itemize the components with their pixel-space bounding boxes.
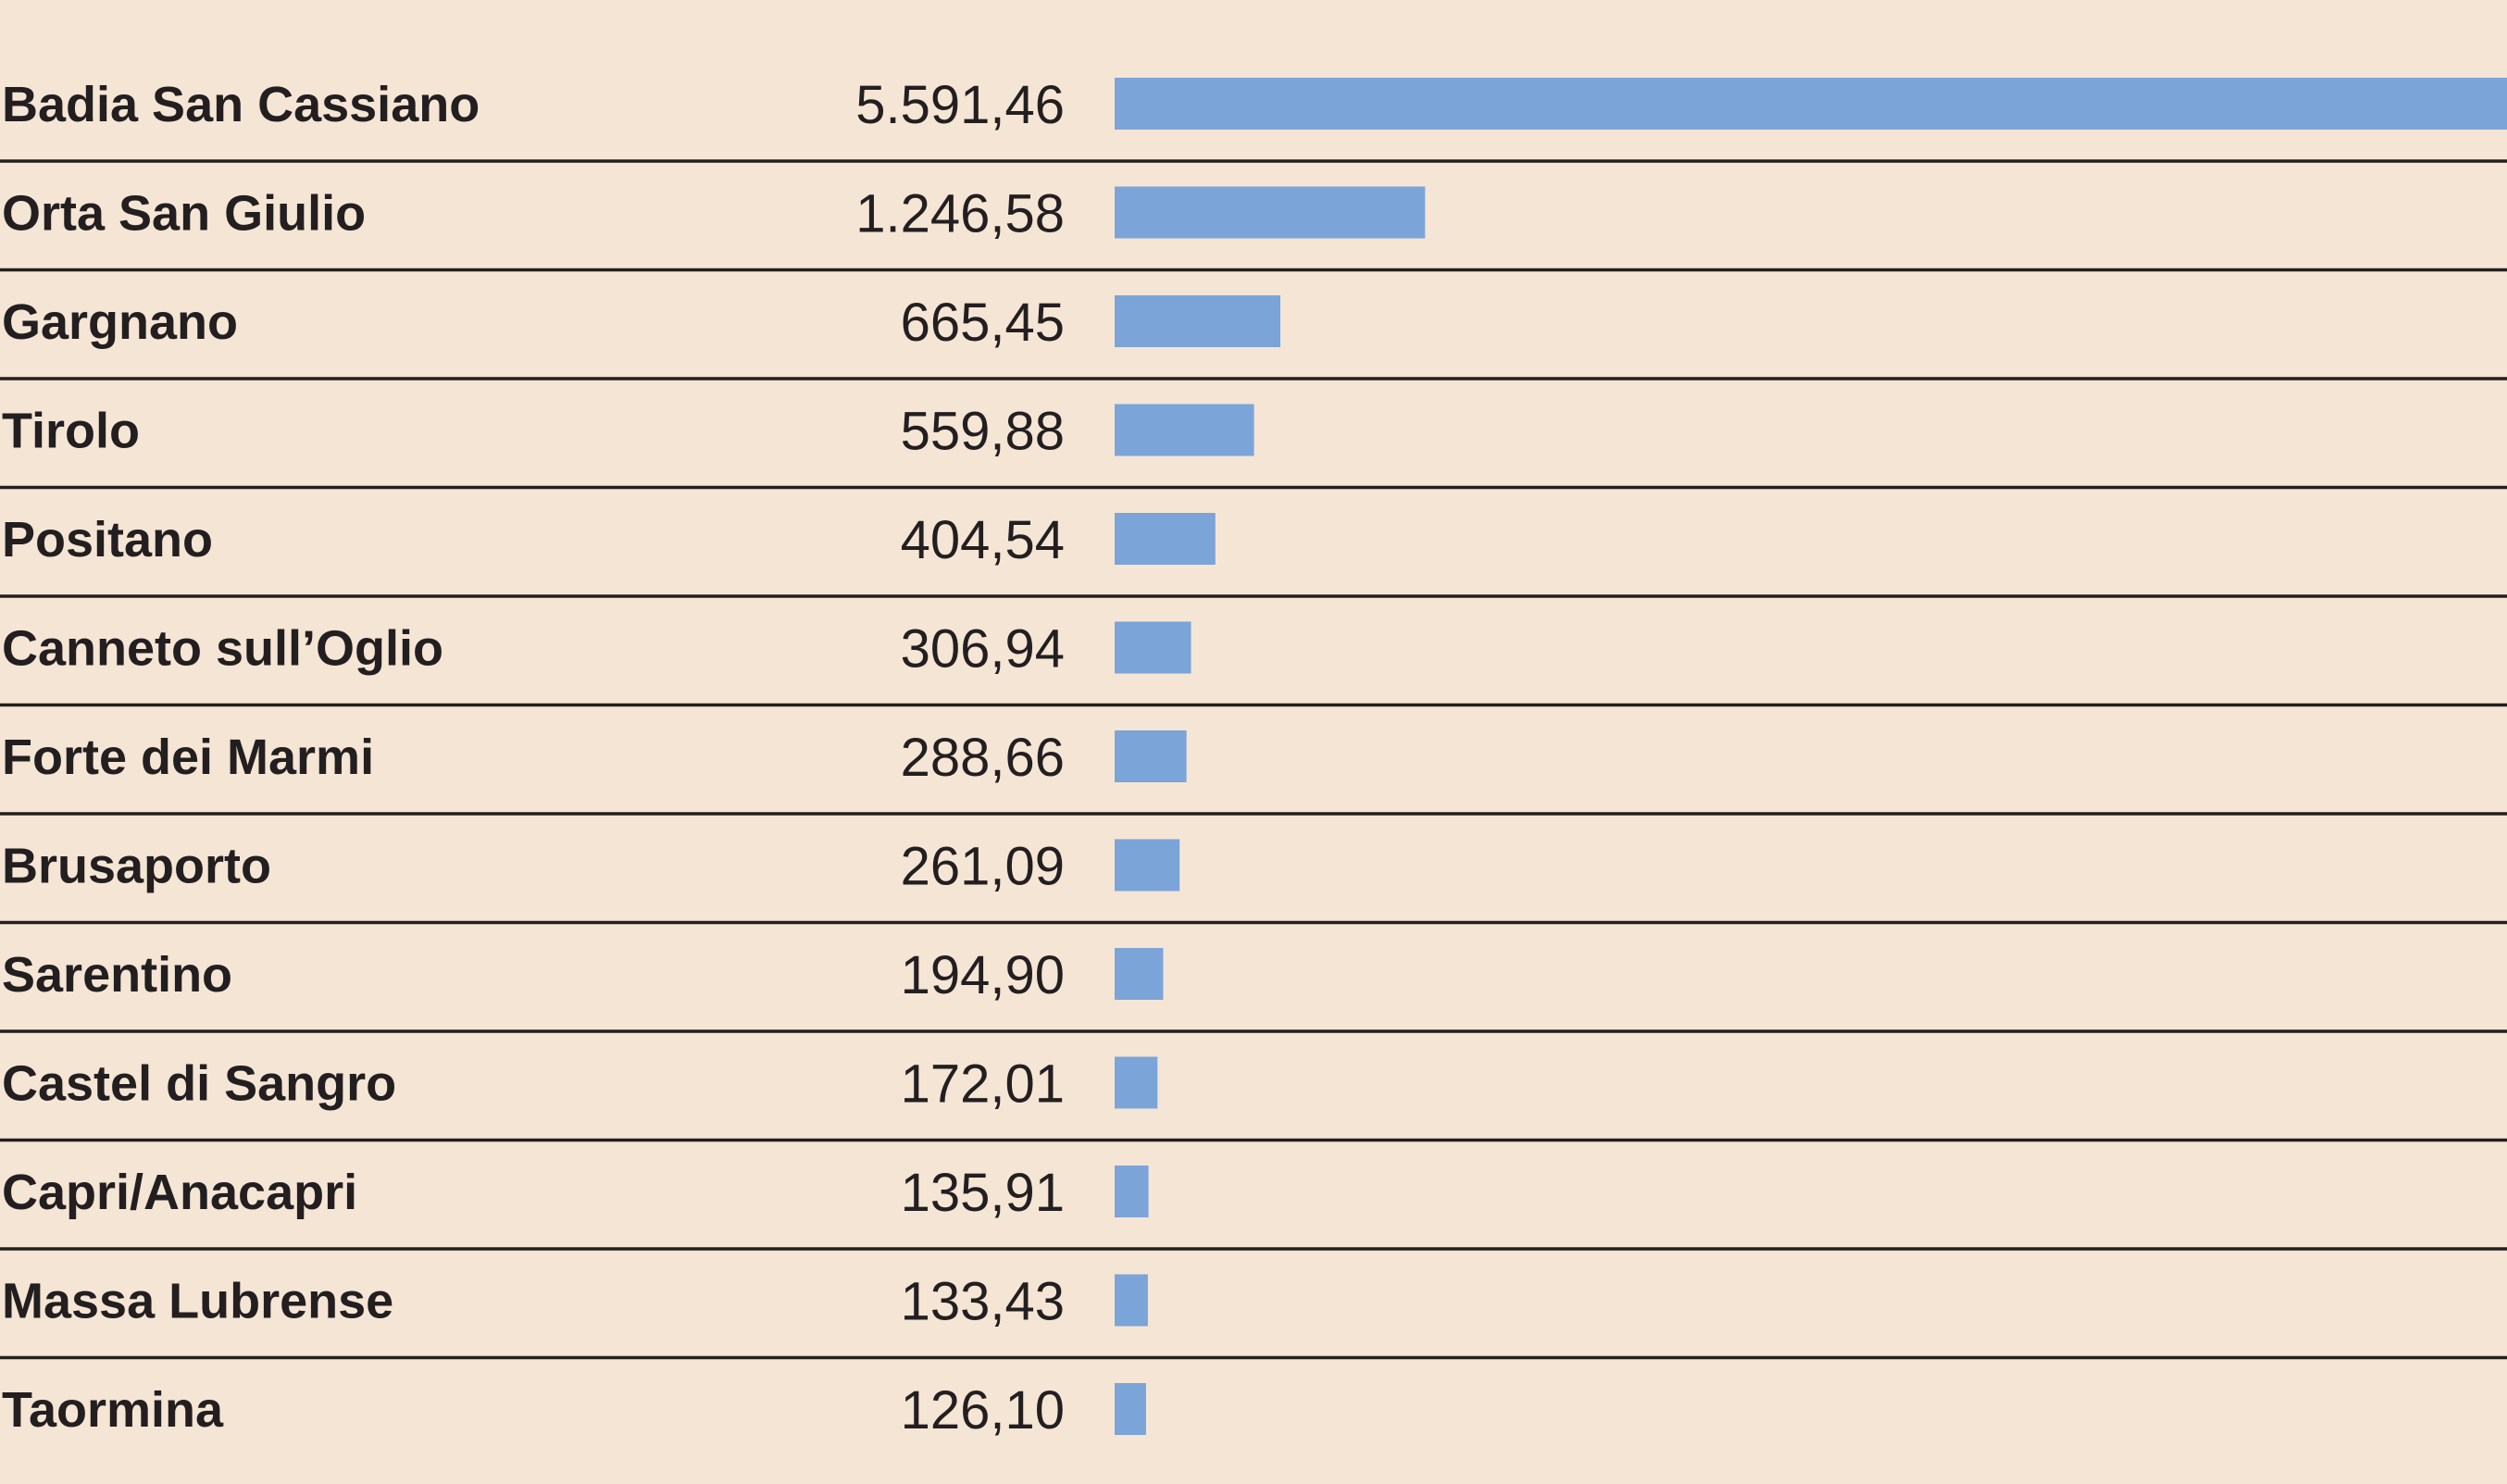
chart-row: Capri/Anacapri 135,91 bbox=[0, 1163, 2507, 1251]
bar bbox=[1115, 1274, 1148, 1327]
bar bbox=[1115, 948, 1164, 1000]
value-label: 306,94 bbox=[901, 619, 1065, 680]
bar bbox=[1115, 78, 2507, 130]
category-label: Canneto sull’Oglio bbox=[2, 621, 443, 677]
value-label: 288,66 bbox=[901, 728, 1065, 788]
value-label: 665,45 bbox=[901, 293, 1065, 353]
value-label: 1.246,58 bbox=[855, 184, 1065, 244]
chart-row: Gargnano 665,45 bbox=[0, 293, 2507, 380]
chart-row: Badia San Cassiano 5.591,46 bbox=[0, 75, 2507, 163]
chart-row: Positano 404,54 bbox=[0, 510, 2507, 598]
value-label: 5.591,46 bbox=[855, 75, 1065, 135]
chart-row: Massa Lubrense 133,43 bbox=[0, 1272, 2507, 1360]
chart-row: Brusaporto 261,09 bbox=[0, 837, 2507, 925]
chart-row: Sarentino 194,90 bbox=[0, 945, 2507, 1033]
value-label: 172,01 bbox=[901, 1054, 1065, 1115]
bar bbox=[1115, 730, 1187, 782]
bar bbox=[1115, 839, 1180, 892]
bar bbox=[1115, 1166, 1149, 1217]
category-label: Tirolo bbox=[2, 404, 140, 459]
chart-row: Orta San Giulio 1.246,58 bbox=[0, 184, 2507, 272]
chart-rows: Badia San Cassiano 5.591,46 Orta San Giuli… bbox=[0, 75, 2507, 1440]
chart-row: Castel di Sangro 172,01 bbox=[0, 1054, 2507, 1142]
bar bbox=[1115, 295, 1280, 347]
value-label: 135,91 bbox=[901, 1163, 1065, 1223]
bar bbox=[1115, 513, 1216, 565]
value-label: 404,54 bbox=[901, 510, 1065, 570]
category-label: Brusaporto bbox=[2, 839, 271, 894]
chart-row: Forte dei Marmi 288,66 bbox=[0, 728, 2507, 816]
category-label: Taormina bbox=[2, 1382, 224, 1438]
category-label: Positano bbox=[2, 512, 213, 567]
value-label: 126,10 bbox=[901, 1380, 1065, 1440]
value-label: 559,88 bbox=[901, 402, 1065, 462]
category-label: Forte dei Marmi bbox=[2, 730, 374, 785]
category-label: Orta San Giulio bbox=[2, 186, 366, 242]
category-label: Castel di Sangro bbox=[2, 1056, 396, 1112]
chart-row: Canneto sull’Oglio 306,94 bbox=[0, 619, 2507, 707]
category-label: Capri/Anacapri bbox=[2, 1165, 357, 1220]
chart-row: Taormina 126,10 bbox=[2, 1380, 1146, 1440]
bar bbox=[1115, 1383, 1146, 1435]
bar bbox=[1115, 621, 1191, 674]
category-label: Gargnano bbox=[2, 294, 238, 350]
value-label: 194,90 bbox=[901, 945, 1065, 1005]
category-label: Massa Lubrense bbox=[2, 1274, 393, 1329]
category-label: Badia San Cassiano bbox=[2, 77, 480, 132]
category-label: Sarentino bbox=[2, 947, 232, 1003]
value-label: 133,43 bbox=[901, 1272, 1065, 1332]
bar bbox=[1115, 404, 1254, 456]
bar bbox=[1115, 1056, 1158, 1109]
chart-row: Tirolo 559,88 bbox=[0, 402, 2507, 490]
bar bbox=[1115, 186, 1426, 239]
value-label: 261,09 bbox=[901, 837, 1065, 897]
